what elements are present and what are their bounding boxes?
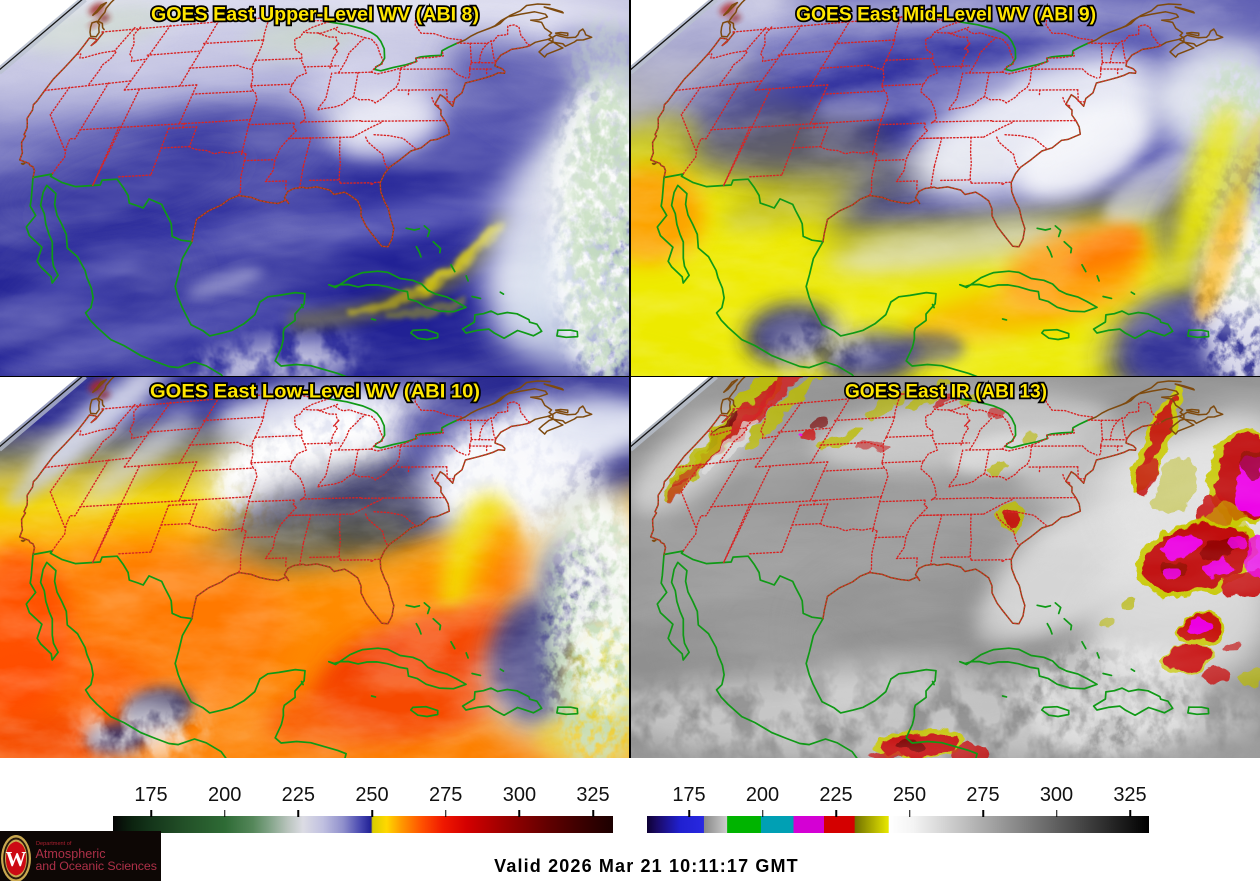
svg-text:and Oceanic Sciences: and Oceanic Sciences — [36, 859, 157, 873]
svg-text:GOES East IR (ABI 13): GOES East IR (ABI 13) — [845, 381, 1047, 403]
svg-text:GOES East Mid-Level WV (ABI 9): GOES East Mid-Level WV (ABI 9) — [796, 4, 1096, 26]
svg-text:GOES East Upper-Level WV (ABI: GOES East Upper-Level WV (ABI 8) — [151, 4, 479, 26]
svg-text:Department of: Department of — [36, 841, 72, 847]
svg-text:GOES East Low-Level WV (ABI 10: GOES East Low-Level WV (ABI 10) — [150, 381, 480, 403]
svg-text:W: W — [6, 847, 27, 871]
svg-text:Atmospheric: Atmospheric — [36, 847, 106, 861]
